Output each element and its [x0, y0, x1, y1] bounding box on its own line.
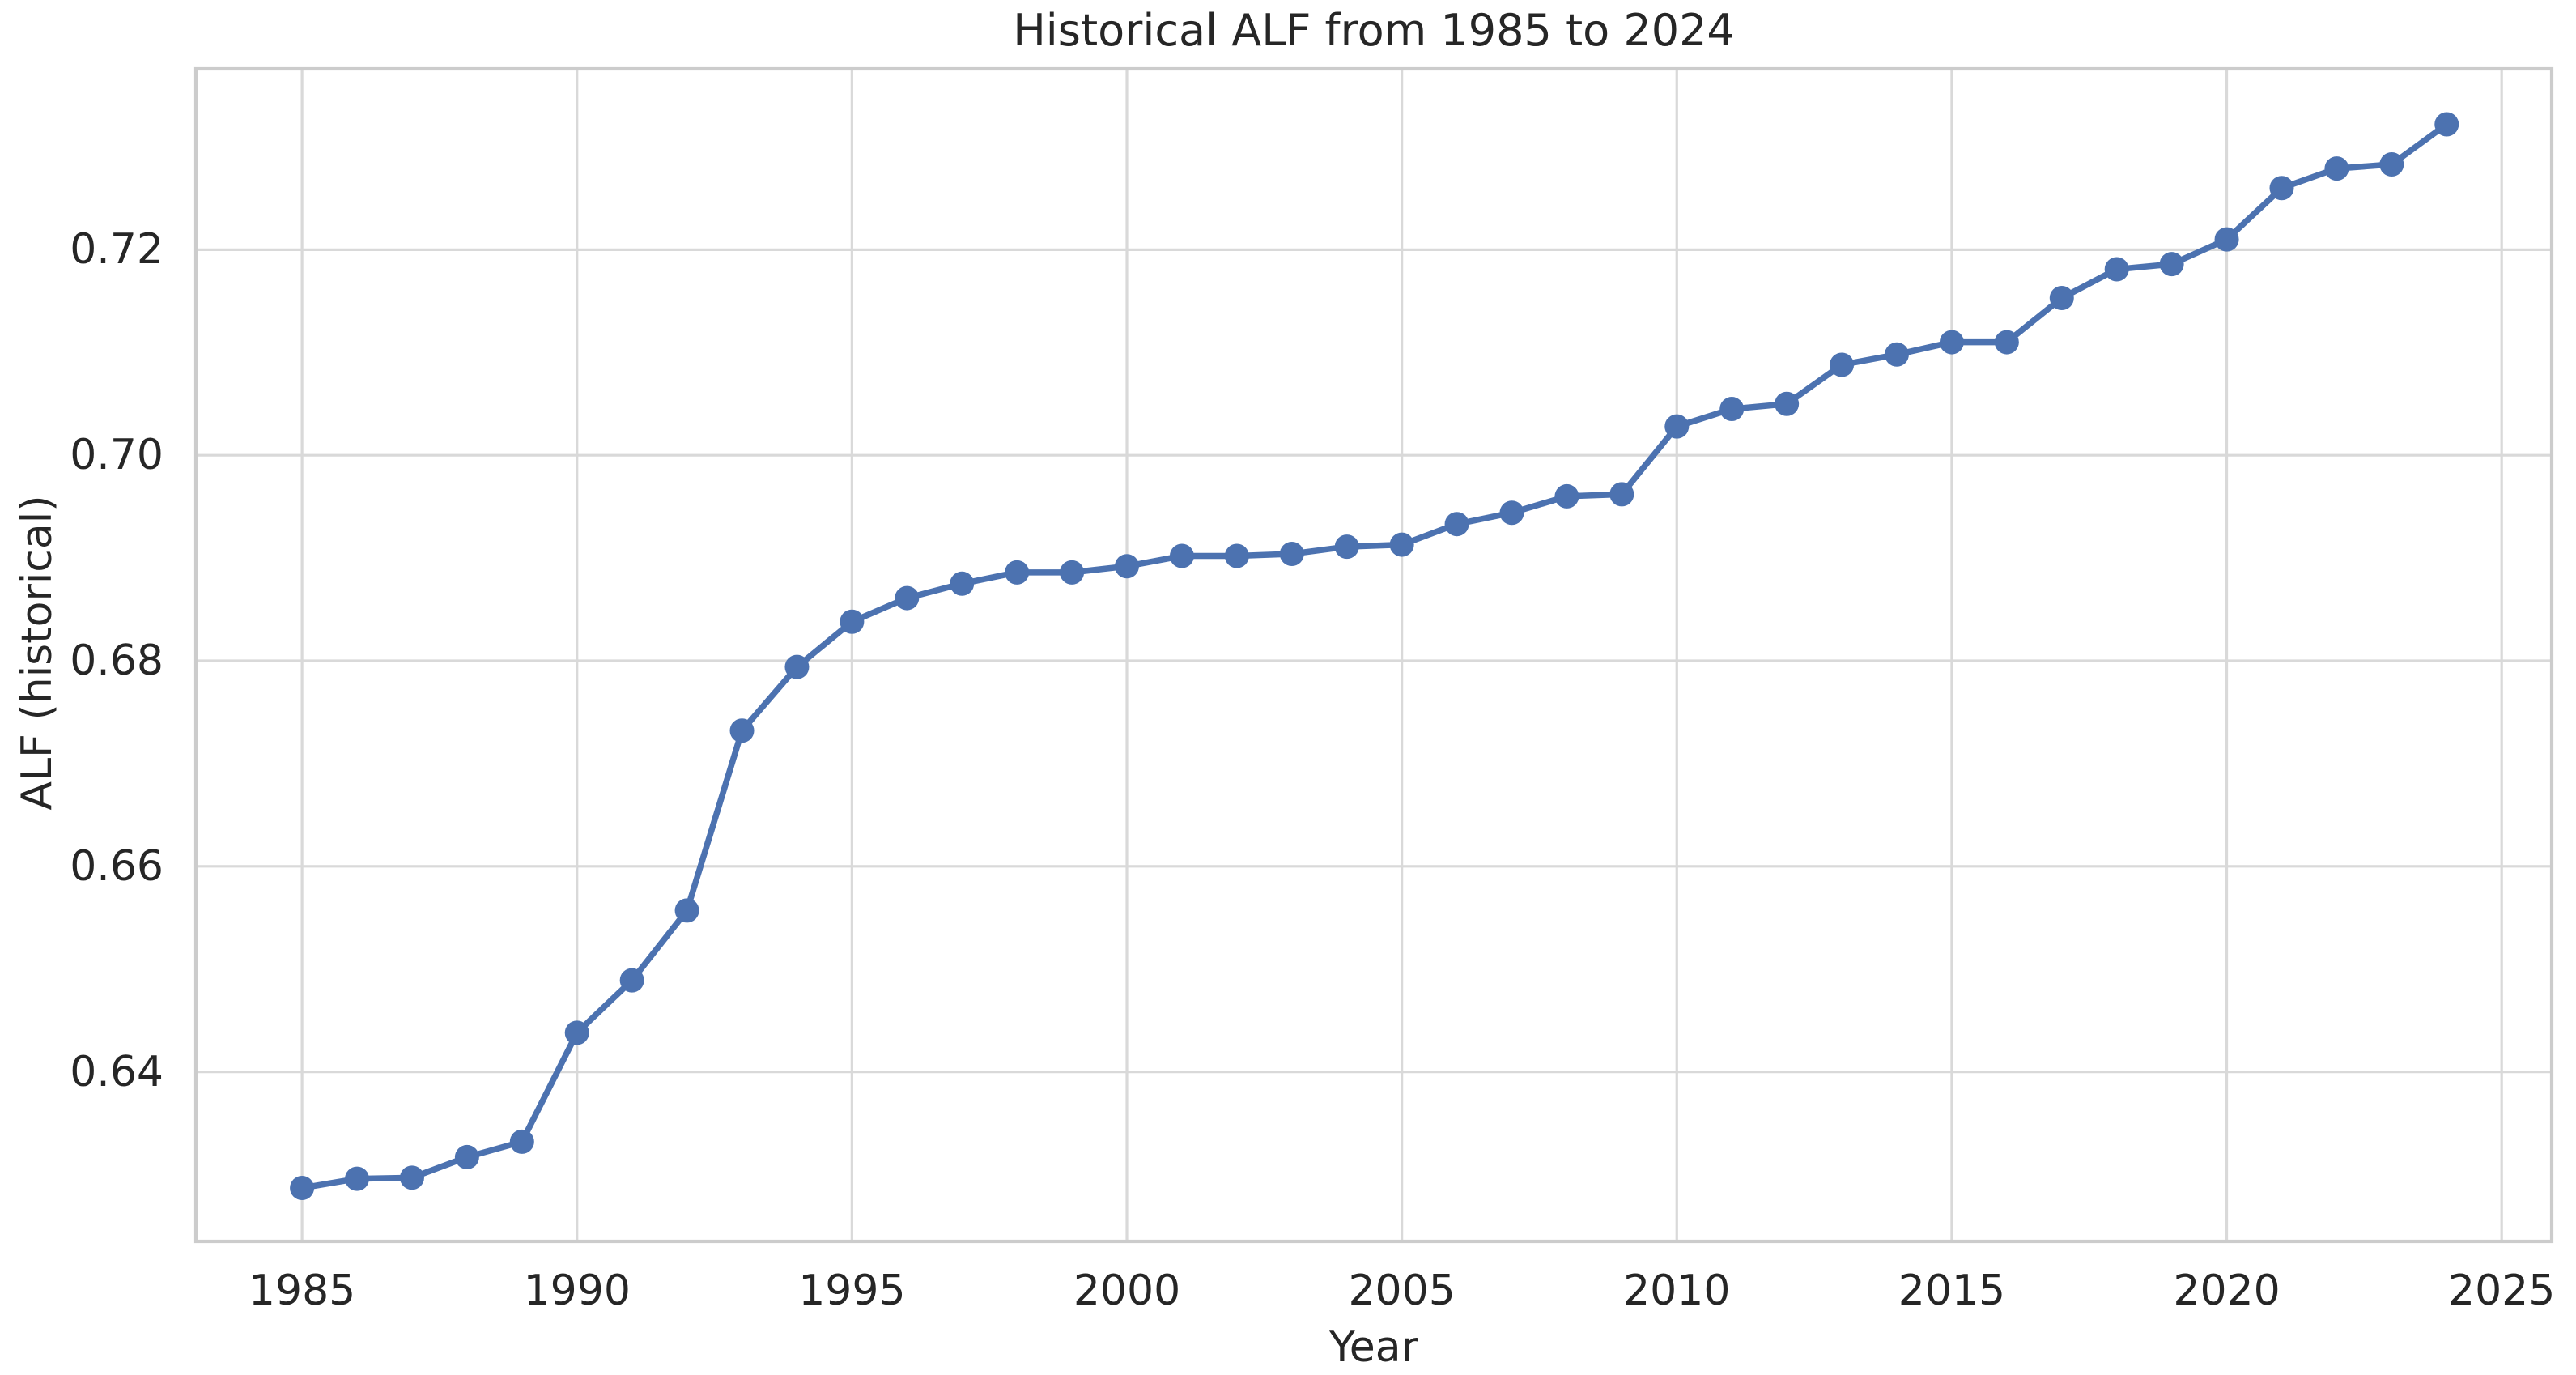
data-point-marker: [509, 1129, 534, 1154]
y-tick-label: 0.66: [70, 841, 164, 891]
data-point-marker: [895, 585, 920, 611]
data-point-marker: [399, 1165, 424, 1190]
data-point-marker: [674, 898, 699, 923]
data-point-marker: [1939, 330, 1964, 355]
data-point-marker: [1884, 342, 1909, 367]
data-point-marker: [729, 718, 755, 743]
data-line: [299, 121, 2451, 1191]
data-point-marker: [1609, 482, 1634, 507]
data-point-marker: [1664, 414, 1690, 439]
data-point-marker: [1499, 500, 1524, 526]
data-point-marker: [619, 968, 644, 993]
data-point-marker: [2159, 252, 2184, 277]
data-point-marker: [784, 654, 810, 679]
data-point-marker: [2434, 112, 2459, 137]
data-point-marker: [1060, 560, 1085, 585]
x-tick-label: 1990: [523, 1266, 631, 1315]
data-point-marker: [1775, 391, 1800, 416]
data-point-marker: [1334, 534, 1359, 560]
data-point-marker: [290, 1176, 315, 1201]
data-point-marker: [950, 571, 975, 596]
data-point-marker: [564, 1020, 589, 1045]
data-point-marker: [1279, 541, 1304, 566]
data-point-marker: [2324, 156, 2349, 181]
data-point-marker: [1115, 554, 1140, 579]
data-point-marker: [2104, 257, 2129, 282]
data-point-marker: [1389, 532, 1414, 557]
y-tick-label: 0.64: [70, 1047, 164, 1096]
data-point-marker: [1444, 512, 1469, 537]
data-point-marker: [1994, 330, 2019, 355]
x-tick-label: 2000: [1073, 1266, 1181, 1315]
x-tick-label: 2025: [2448, 1266, 2556, 1315]
data-point-marker: [1224, 543, 1249, 568]
x-tick-label: 2005: [1348, 1266, 1456, 1315]
data-point-marker: [1005, 560, 1030, 585]
data-point-marker: [2214, 227, 2239, 252]
y-tick-label: 0.70: [70, 431, 164, 480]
data-point-marker: [2049, 286, 2074, 311]
data-point-marker: [1554, 483, 1579, 509]
y-tick-label: 0.72: [70, 225, 164, 275]
data-point-marker: [1169, 543, 1194, 568]
x-tick-label: 1985: [248, 1266, 356, 1315]
data-point-marker: [2269, 176, 2294, 201]
data-point-marker: [345, 1166, 370, 1191]
data-point-marker: [840, 609, 865, 634]
y-axis-label: ALF (historical): [13, 495, 62, 811]
x-tick-label: 2010: [1623, 1266, 1731, 1315]
x-tick-label: 1995: [798, 1266, 906, 1315]
data-point-marker: [1719, 397, 1745, 422]
data-point-marker: [1830, 352, 1855, 377]
x-tick-label: 2015: [1898, 1266, 2006, 1315]
axes-spines: [193, 66, 2554, 1244]
plot-area-background: [196, 69, 2552, 1241]
chart-title: Historical ALF from 1985 to 2024: [1013, 5, 1735, 56]
x-axis-label: Year: [1328, 1323, 1419, 1372]
x-tick-label: 2020: [2173, 1266, 2281, 1315]
data-point-marker: [2379, 152, 2404, 177]
y-tick-label: 0.68: [70, 636, 164, 685]
data-point-marker: [454, 1144, 479, 1169]
